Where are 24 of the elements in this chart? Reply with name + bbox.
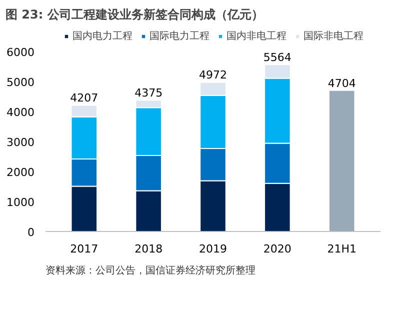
- total-label: 4375: [134, 86, 163, 100]
- x-tick-label: 2020: [263, 242, 292, 256]
- text: 资料来源：公司公告，国信证券经济研究所整理: [46, 264, 256, 276]
- y-tick-label: 4000: [6, 106, 35, 119]
- x-tick-label: 2019: [199, 242, 228, 256]
- legend-label: 国际电力工程: [150, 30, 210, 43]
- chart-title: 图 23: 公司工程建设业务新签合同构成（亿元）: [6, 8, 264, 22]
- x-tick-label: 2017: [70, 242, 98, 256]
- y-tick-label: 5000: [6, 76, 35, 89]
- y-tick-label: 3000: [6, 136, 35, 149]
- x-tick-label: 21H1: [327, 242, 356, 256]
- total-label: 5564: [263, 50, 292, 64]
- legend-label: 国内电力工程: [72, 30, 132, 43]
- y-tick-label: 1000: [6, 196, 35, 209]
- y-tick-label: 0: [28, 226, 34, 239]
- y-tick-label: 6000: [6, 46, 35, 59]
- total-label: 4207: [70, 92, 98, 105]
- total-label: 4704: [328, 76, 356, 90]
- total-label: 4972: [199, 68, 228, 82]
- bar: [328, 90, 356, 232]
- legend-label: 国际非电工程: [304, 30, 364, 43]
- x-tick-label: 2018: [134, 242, 163, 256]
- y-tick-label: 2000: [6, 166, 35, 179]
- legend-label: 国内非电工程: [226, 30, 286, 43]
